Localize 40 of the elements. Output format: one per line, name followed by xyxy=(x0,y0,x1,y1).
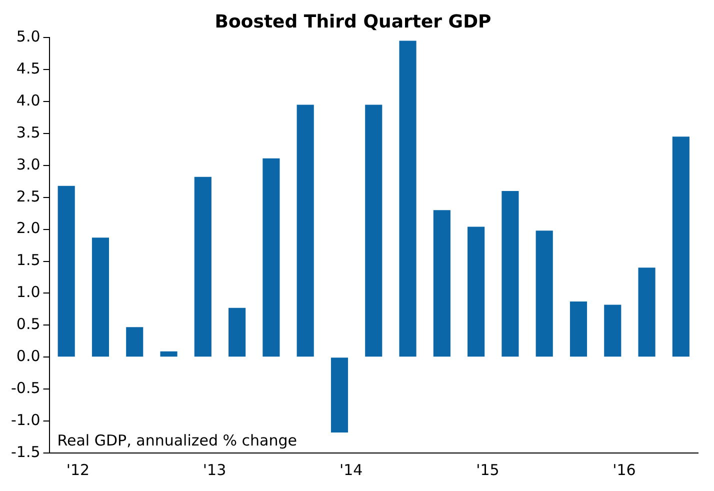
bar xyxy=(433,210,450,357)
bar xyxy=(58,186,75,357)
bar xyxy=(570,302,588,357)
y-tick-label: 3.5 xyxy=(16,123,40,142)
y-tick-label: -1.0 xyxy=(10,410,40,429)
bar xyxy=(126,327,144,357)
bar xyxy=(536,230,553,357)
bar xyxy=(638,268,656,357)
bar xyxy=(468,226,485,357)
annotation: Real GDP, annualized % change xyxy=(57,431,297,450)
x-tick-label: '13 xyxy=(202,460,226,479)
bar xyxy=(228,308,246,357)
bar xyxy=(194,176,212,357)
bar xyxy=(160,351,178,357)
y-tick-label: 2.0 xyxy=(16,219,40,238)
y-tick-label: 4.0 xyxy=(16,91,40,110)
y-tick-label: -1.5 xyxy=(10,442,40,461)
bar xyxy=(296,104,314,357)
x-tick-label: '14 xyxy=(339,460,363,479)
x-tick-label: '16 xyxy=(612,460,636,479)
y-tick-label: 3.0 xyxy=(16,155,40,174)
chart-title: Boosted Third Quarter GDP xyxy=(214,11,492,32)
bar xyxy=(92,238,110,357)
bar xyxy=(604,304,622,357)
y-tick-label: 0.5 xyxy=(16,315,40,334)
bar xyxy=(399,40,416,357)
bar xyxy=(365,104,382,357)
bar xyxy=(672,136,690,357)
bar xyxy=(502,190,519,357)
y-tick-label: 4.5 xyxy=(16,59,40,78)
y-tick-label: 5.0 xyxy=(16,27,40,46)
bar xyxy=(262,158,280,357)
y-tick-label: -0.5 xyxy=(10,378,40,397)
bar xyxy=(330,358,348,433)
y-tick-label: 1.0 xyxy=(16,283,40,302)
x-tick-label: '12 xyxy=(66,460,90,479)
y-tick-label: 1.5 xyxy=(16,251,40,270)
y-tick-label: 0.0 xyxy=(16,347,40,366)
y-tick-label: 2.5 xyxy=(16,187,40,206)
x-tick-label: '15 xyxy=(476,460,500,479)
